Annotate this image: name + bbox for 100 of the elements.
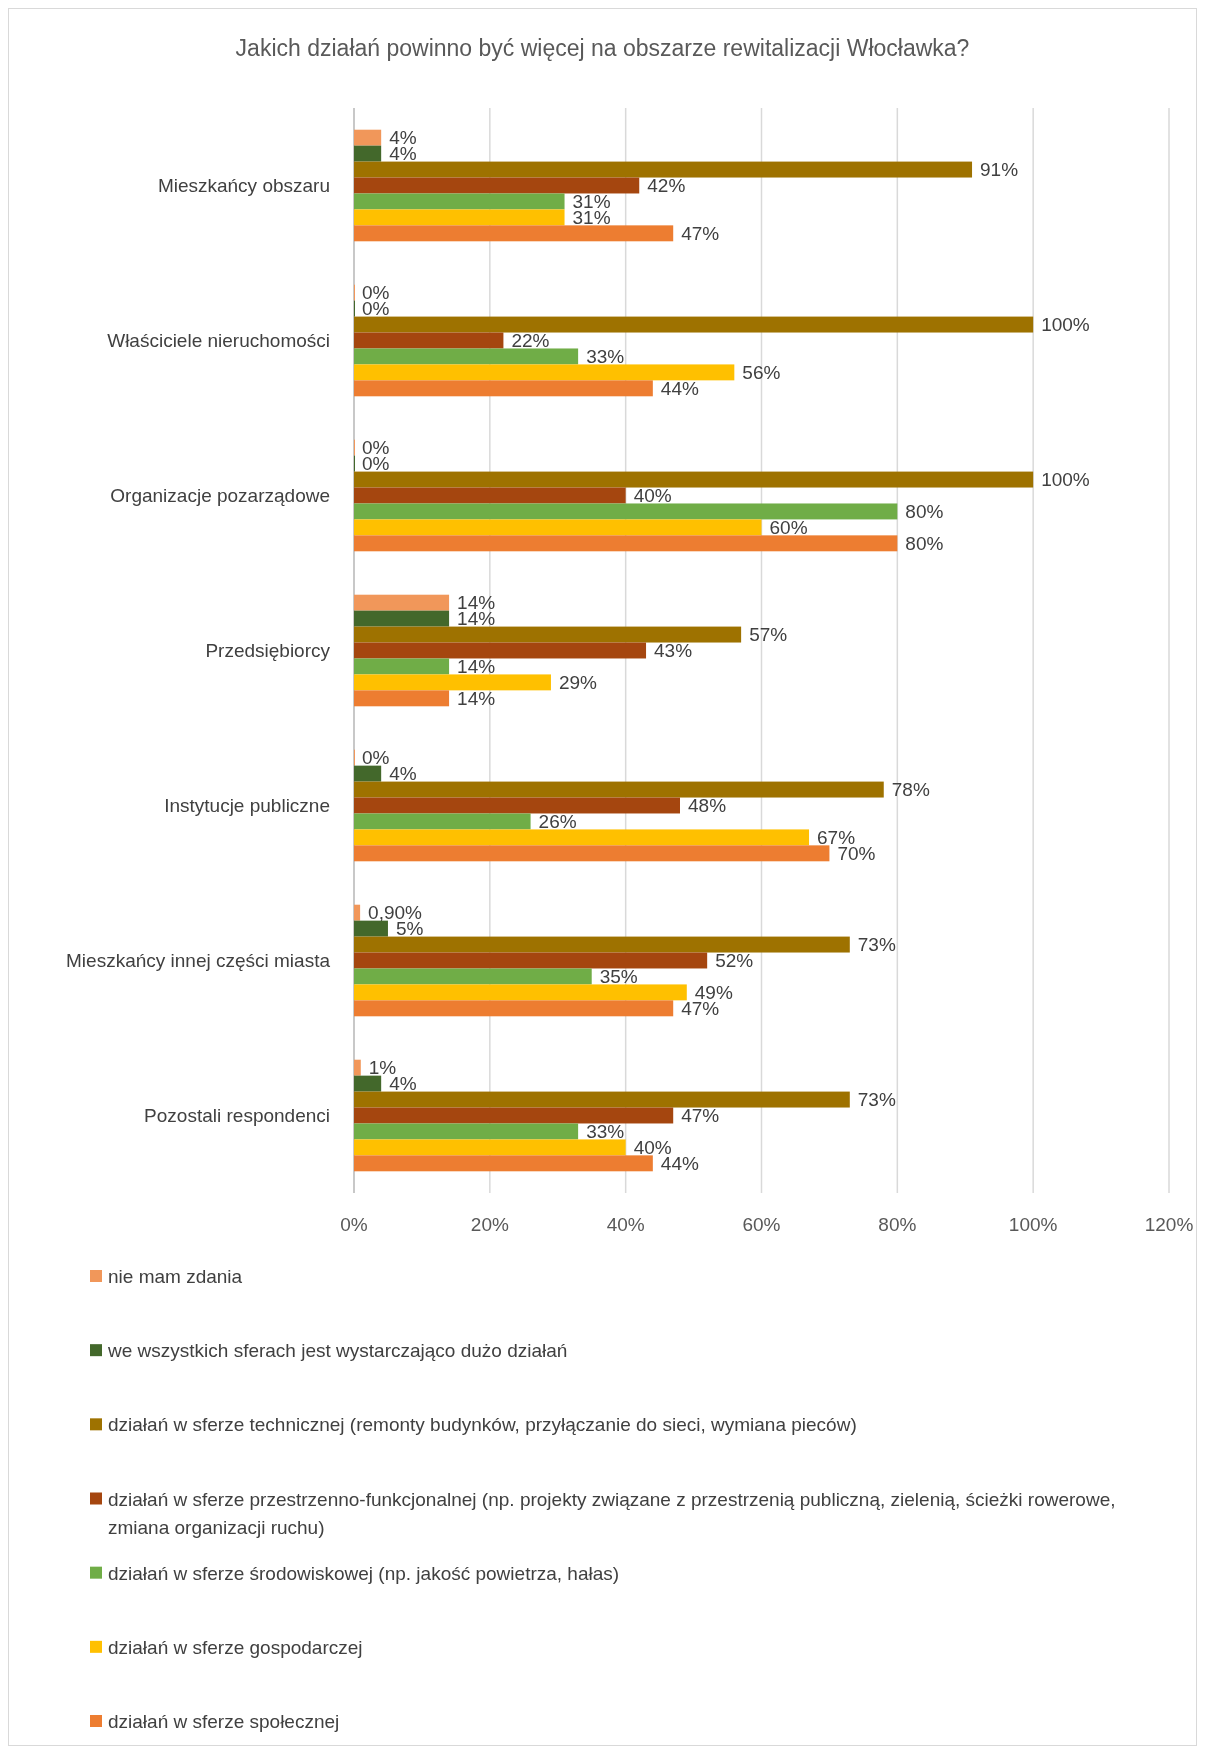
bar xyxy=(354,1075,382,1092)
x-tick-label: 20% xyxy=(470,1214,509,1235)
bar xyxy=(354,519,762,536)
data-label: 22% xyxy=(511,330,550,352)
bar xyxy=(354,610,450,627)
data-label: 78% xyxy=(891,779,930,801)
legend-label: nie mam zdania xyxy=(108,1266,243,1287)
data-label: 47% xyxy=(681,1105,720,1127)
bar xyxy=(354,471,1034,488)
legend-label: działań w sferze gospodarczej xyxy=(108,1636,363,1658)
data-label: 0% xyxy=(362,453,390,475)
bar xyxy=(354,364,735,381)
data-label: 56% xyxy=(742,362,781,384)
bar xyxy=(354,177,640,194)
bar xyxy=(354,813,531,830)
bar xyxy=(354,658,450,675)
bar xyxy=(354,332,504,349)
legend-label: działań w sferze przestrzenno-funkcjonalnej (np. projekty związane z przestrzenią publiczną, zielenią, ścieżki rowerowe, zmiana organizacji ruchu) xyxy=(108,1488,1116,1538)
bar xyxy=(354,984,687,1001)
bar xyxy=(354,145,382,162)
data-label: 40% xyxy=(633,485,672,507)
bar xyxy=(354,690,450,707)
x-tick-label: 100% xyxy=(1008,1214,1058,1235)
bar xyxy=(354,487,626,504)
bar xyxy=(354,535,898,552)
y-tick-label: Mieszkańcy innej części miasta xyxy=(66,950,331,972)
bar xyxy=(354,225,674,242)
data-label: 14% xyxy=(457,656,496,678)
legend-label: działań w sferze technicznej (remonty budynków, przyłączanie do sieci, wymiana pieców) xyxy=(108,1414,857,1436)
bar xyxy=(354,503,898,520)
bar xyxy=(354,193,565,210)
data-label: 91% xyxy=(980,159,1019,181)
x-tick-label: 120% xyxy=(1144,1214,1194,1235)
legend-label: działań w sferze środowiskowej (np. jakość powietrza, hałas) xyxy=(108,1562,620,1584)
bar xyxy=(354,1000,674,1017)
x-tick-label: 80% xyxy=(878,1214,917,1235)
y-tick-label: Przedsiębiorcy xyxy=(205,640,331,662)
bar xyxy=(354,642,647,659)
bar xyxy=(354,594,450,611)
bar xyxy=(354,674,551,691)
bar xyxy=(354,348,579,365)
data-label: 43% xyxy=(654,640,693,662)
y-tick-label: Mieszkańcy obszaru xyxy=(157,175,330,197)
data-label: 29% xyxy=(558,672,598,694)
data-label: 4% xyxy=(389,143,417,165)
bar xyxy=(354,161,973,178)
bar xyxy=(354,1091,850,1108)
data-label: 42% xyxy=(647,175,686,197)
data-label: 80% xyxy=(905,501,944,523)
data-label: 73% xyxy=(857,934,896,956)
data-label: 35% xyxy=(599,966,638,988)
x-tick-label: 0% xyxy=(340,1214,368,1235)
y-tick-label: Organizacje pozarządowe xyxy=(110,485,330,507)
data-label: 0% xyxy=(362,747,390,769)
bar xyxy=(354,968,592,985)
bar xyxy=(354,829,810,846)
bar xyxy=(354,626,742,643)
data-label: 5% xyxy=(395,918,424,940)
data-label: 80% xyxy=(905,532,944,554)
bar xyxy=(354,1155,653,1172)
data-label: 26% xyxy=(538,811,577,833)
bar xyxy=(354,1107,674,1124)
bar xyxy=(354,765,382,782)
data-label: 14% xyxy=(457,687,496,709)
data-label: 48% xyxy=(688,795,727,817)
bar xyxy=(354,1059,361,1076)
y-tick-label: Pozostali respondenci xyxy=(144,1105,330,1127)
data-label: 33% xyxy=(586,1121,625,1143)
legend-label: we wszystkich sferach jest wystarczająco dużo działań xyxy=(107,1340,568,1362)
data-label: 33% xyxy=(586,346,625,368)
data-label: 47% xyxy=(681,222,720,244)
bar xyxy=(354,797,680,814)
bar xyxy=(354,936,850,953)
bar xyxy=(354,952,708,969)
x-tick-label: 40% xyxy=(606,1214,645,1235)
bar xyxy=(354,1123,579,1140)
data-label: 57% xyxy=(749,624,788,646)
y-tick-label: Właściciele nieruchomości xyxy=(107,330,330,352)
bar xyxy=(354,781,884,798)
data-label: 52% xyxy=(715,950,754,972)
chart-title: Jakich działań powinno być więcej na obszarze rewitalizacji Włocławka? xyxy=(235,35,970,61)
bar xyxy=(354,845,830,862)
data-label: 100% xyxy=(1041,469,1090,491)
data-label: 4% xyxy=(389,763,417,785)
data-label: 4% xyxy=(389,1073,417,1095)
data-label: 31% xyxy=(572,207,611,229)
data-label: 100% xyxy=(1041,314,1090,336)
bar xyxy=(354,129,382,146)
data-label: 73% xyxy=(857,1089,896,1111)
x-tick-label: 60% xyxy=(742,1214,781,1235)
y-tick-label: Instytucje publiczne xyxy=(164,795,330,817)
bar xyxy=(354,209,565,226)
bar xyxy=(354,904,361,921)
bar xyxy=(354,920,388,937)
legend-label: działań w sferze społecznej xyxy=(108,1711,340,1732)
data-label: 44% xyxy=(660,377,699,399)
data-label: 60% xyxy=(769,517,808,539)
bar xyxy=(354,1139,626,1156)
data-label: 14% xyxy=(457,608,496,630)
bar xyxy=(354,316,1034,333)
